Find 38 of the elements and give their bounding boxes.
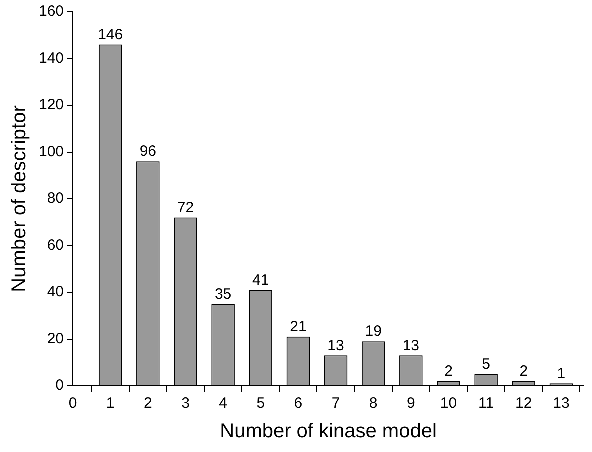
x-tick-label: 5 — [256, 395, 266, 412]
y-tick-label: 100 — [38, 143, 64, 160]
x-tick-label: 11 — [478, 395, 494, 412]
x-tick-label: 8 — [369, 395, 378, 412]
data-label: 96 — [140, 143, 157, 160]
x-tick-label: 0 — [68, 395, 78, 412]
y-tick-label: 120 — [38, 96, 64, 114]
data-label: 146 — [98, 26, 124, 44]
x-tick-label: 4 — [219, 395, 228, 412]
data-label: 13 — [402, 337, 420, 354]
data-label: 72 — [177, 199, 194, 216]
x-tick-label: 9 — [407, 395, 416, 412]
y-tick-label: 140 — [38, 50, 64, 67]
x-tick-label: 1 — [106, 395, 115, 412]
y-tick-label: 0 — [56, 377, 64, 394]
data-label: 21 — [290, 318, 307, 336]
y-tick-label: 40 — [47, 284, 64, 301]
data-label: 2 — [444, 362, 453, 380]
y-tick-label: 80 — [47, 190, 64, 208]
y-axis-title: Number of descriptor — [8, 105, 31, 292]
x-tick-label: 6 — [294, 395, 303, 412]
data-label: 1 — [557, 365, 566, 382]
data-label: 2 — [520, 362, 528, 380]
x-tick-label: 7 — [332, 395, 340, 412]
x-tick-label: 10 — [440, 395, 458, 412]
x-tick-label: 12 — [516, 395, 532, 412]
data-label: 19 — [365, 323, 382, 340]
y-tick-label: 160 — [38, 3, 64, 20]
data-label: 35 — [214, 286, 232, 303]
data-label: 13 — [328, 337, 344, 354]
x-tick-label: 3 — [182, 395, 190, 412]
x-tick-label: 2 — [144, 395, 152, 412]
data-label: 41 — [252, 272, 270, 289]
y-tick-label: 60 — [47, 236, 64, 254]
x-tick-label: 13 — [553, 395, 570, 412]
y-tick-label: 20 — [47, 330, 64, 348]
data-label: 5 — [482, 356, 490, 373]
x-axis-title: Number of kinase model — [220, 420, 437, 443]
